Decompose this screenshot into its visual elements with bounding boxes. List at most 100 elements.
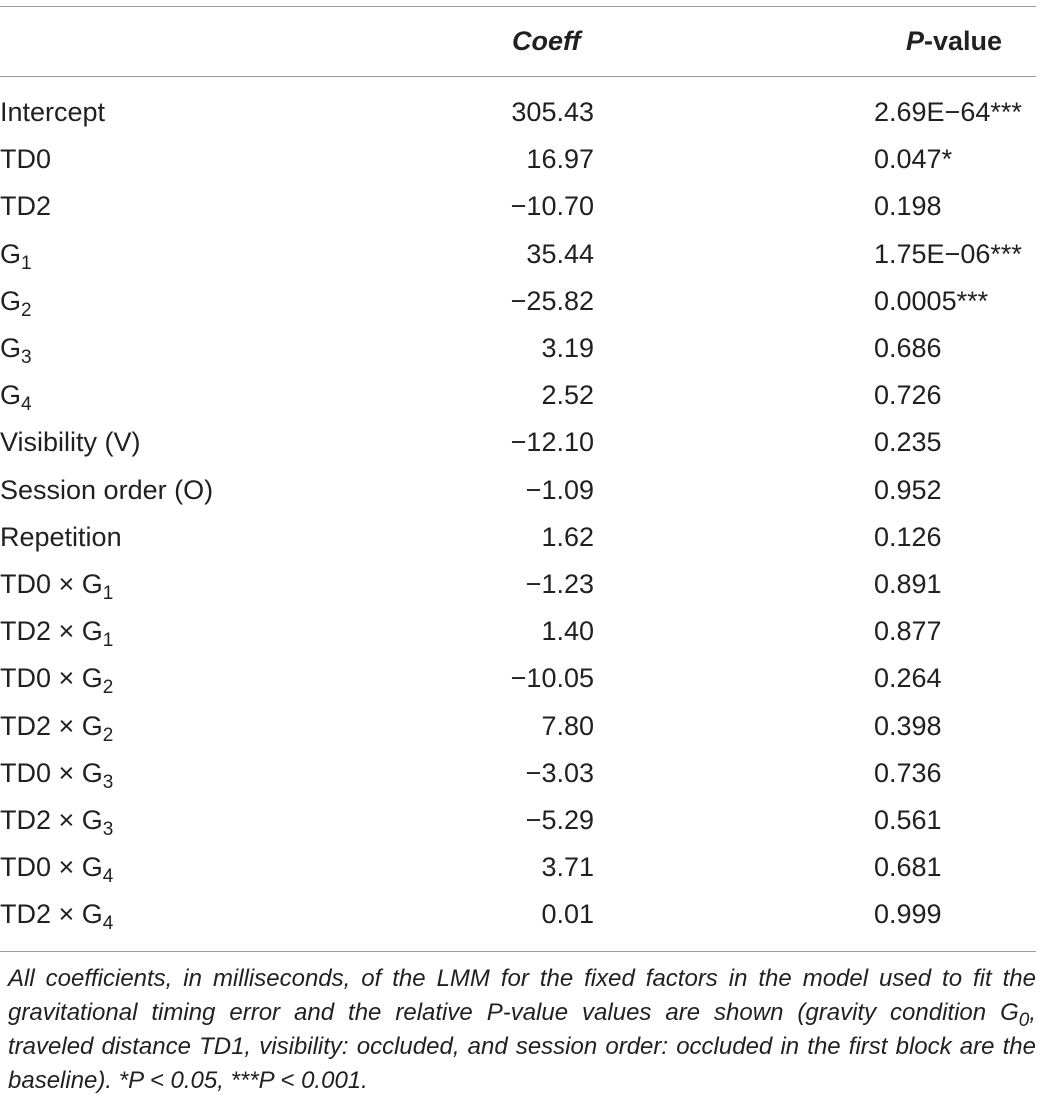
row-label: TD2 × G1 — [0, 608, 480, 655]
row-label: G2 — [0, 278, 480, 325]
column-gap — [594, 278, 874, 325]
row-label-subscript: 4 — [102, 866, 114, 888]
coeff-cell: 7.80 — [541, 710, 594, 741]
row-label: Session order (O) — [0, 467, 480, 514]
column-gap — [594, 136, 874, 183]
coeff-cell: 3.71 — [541, 852, 594, 883]
coeff-cell: 1.40 — [541, 616, 594, 647]
row-label: G3 — [0, 325, 480, 372]
row-label-text: Repetition — [0, 521, 122, 552]
row-label-text: G — [0, 333, 22, 364]
coefficient-table: Intercept 305.43 2.69E−64*** TD0 16.97 0.047*… — [0, 89, 1036, 938]
column-gap — [594, 89, 874, 136]
header-rule — [0, 76, 1036, 77]
row-label: TD2 × G4 — [0, 891, 480, 938]
row-label: TD2 × G2 — [0, 702, 480, 749]
pvalue-cell: 0.047* — [874, 144, 953, 175]
bottom-rule — [0, 951, 1036, 952]
table-row: TD0 16.97 0.047* — [0, 136, 1036, 183]
row-label-subscript: 2 — [102, 724, 114, 746]
pvalue-cell: 0.561 — [874, 804, 942, 835]
row-label: TD0 × G3 — [0, 750, 480, 797]
column-gap — [594, 561, 874, 608]
caption-text-2: , traveled distance TD1, visibility: occ… — [8, 999, 1036, 1094]
pvalue-cell: 0.198 — [874, 191, 942, 222]
caption-subscript: 0 — [1018, 1010, 1030, 1031]
coeff-cell: −3.03 — [525, 757, 594, 788]
row-label-text: TD0 × G — [0, 663, 103, 694]
row-label-text: G — [0, 380, 22, 411]
pvalue-cell: 0.686 — [874, 333, 942, 364]
column-gap — [594, 231, 874, 278]
row-label: TD0 × G2 — [0, 655, 480, 702]
row-label: Visibility (V) — [0, 419, 480, 466]
pvalue-cell: 0.0005*** — [874, 285, 989, 316]
coeff-cell: 2.52 — [541, 380, 594, 411]
row-label: G4 — [0, 372, 480, 419]
row-label-subscript: 4 — [102, 913, 114, 935]
caption-text-1: All coefficients, in milliseconds, of th… — [8, 965, 1036, 1026]
row-label-subscript: 1 — [21, 252, 32, 274]
table-row: Visibility (V) −12.10 0.235 — [0, 419, 1036, 466]
row-label-subscript: 1 — [102, 630, 114, 652]
row-label-text: Intercept — [0, 97, 106, 128]
column-gap — [594, 655, 874, 702]
pvalue-cell: 0.398 — [874, 710, 942, 741]
row-label-text: TD0 × G — [0, 568, 103, 599]
pvalue-cell: 0.952 — [874, 474, 942, 505]
coeff-cell: 16.97 — [526, 144, 594, 175]
row-label-text: TD2 × G — [0, 616, 103, 647]
table-row: G2 −25.82 0.0005*** — [0, 278, 1036, 325]
table-caption: All coefficients, in milliseconds, of th… — [8, 962, 1036, 1098]
table-row: TD0 × G1 −1.23 0.891 — [0, 561, 1036, 608]
pvalue-cell: 2.69E−64*** — [874, 97, 1022, 128]
coeff-cell: 1.62 — [541, 521, 594, 552]
coeff-cell: −25.82 — [510, 285, 594, 316]
pvalue-header-italic: P — [906, 26, 925, 56]
pvalue-cell: 0.264 — [874, 663, 942, 694]
coeff-cell: −12.10 — [510, 427, 594, 458]
table-row: Session order (O) −1.09 0.952 — [0, 467, 1036, 514]
pvalue-cell: 0.999 — [874, 899, 942, 930]
pvalue-column-header: P-value — [906, 26, 1002, 57]
table-row: TD2 × G1 1.40 0.877 — [0, 608, 1036, 655]
pvalue-cell: 0.736 — [874, 757, 942, 788]
column-gap — [594, 797, 874, 844]
table-row: TD2 × G4 0.01 0.999 — [0, 891, 1036, 938]
row-label-subscript: 3 — [102, 818, 114, 840]
table-row: G1 35.44 1.75E−06*** — [0, 231, 1036, 278]
coeff-cell: −1.23 — [525, 568, 594, 599]
row-label-text: G — [0, 285, 22, 316]
pvalue-cell: 0.877 — [874, 616, 942, 647]
row-label-text: TD0 — [0, 144, 52, 175]
table-row: G3 3.19 0.686 — [0, 325, 1036, 372]
coeff-cell: 3.19 — [541, 333, 594, 364]
column-gap — [594, 750, 874, 797]
table-row: G4 2.52 0.726 — [0, 372, 1036, 419]
table-row: Intercept 305.43 2.69E−64*** — [0, 89, 1036, 136]
row-label-text: Session order (O) — [0, 474, 214, 505]
pvalue-cell: 0.891 — [874, 568, 942, 599]
pvalue-header-rest: -value — [924, 26, 1003, 56]
coeff-cell: −5.29 — [525, 804, 594, 835]
row-label-subscript: 3 — [102, 771, 114, 793]
column-gap — [594, 891, 874, 938]
pvalue-cell: 1.75E−06*** — [874, 238, 1022, 269]
column-gap — [594, 467, 874, 514]
pvalue-cell: 0.726 — [874, 380, 942, 411]
top-rule — [0, 6, 1036, 7]
row-label-subscript: 1 — [102, 582, 114, 604]
column-gap — [594, 419, 874, 466]
column-gap — [594, 325, 874, 372]
row-label-text: G — [0, 238, 22, 269]
row-label-subscript: 3 — [21, 347, 32, 369]
coeff-cell: 0.01 — [541, 899, 594, 930]
row-label-subscript: 2 — [102, 677, 114, 699]
table-row: TD2 −10.70 0.198 — [0, 183, 1036, 230]
column-gap — [594, 844, 874, 891]
table-row: Repetition 1.62 0.126 — [0, 514, 1036, 561]
row-label: TD2 — [0, 183, 480, 230]
table-row: TD2 × G3 −5.29 0.561 — [0, 797, 1036, 844]
row-label-subscript: 4 — [21, 394, 32, 416]
row-label-text: TD2 × G — [0, 710, 103, 741]
